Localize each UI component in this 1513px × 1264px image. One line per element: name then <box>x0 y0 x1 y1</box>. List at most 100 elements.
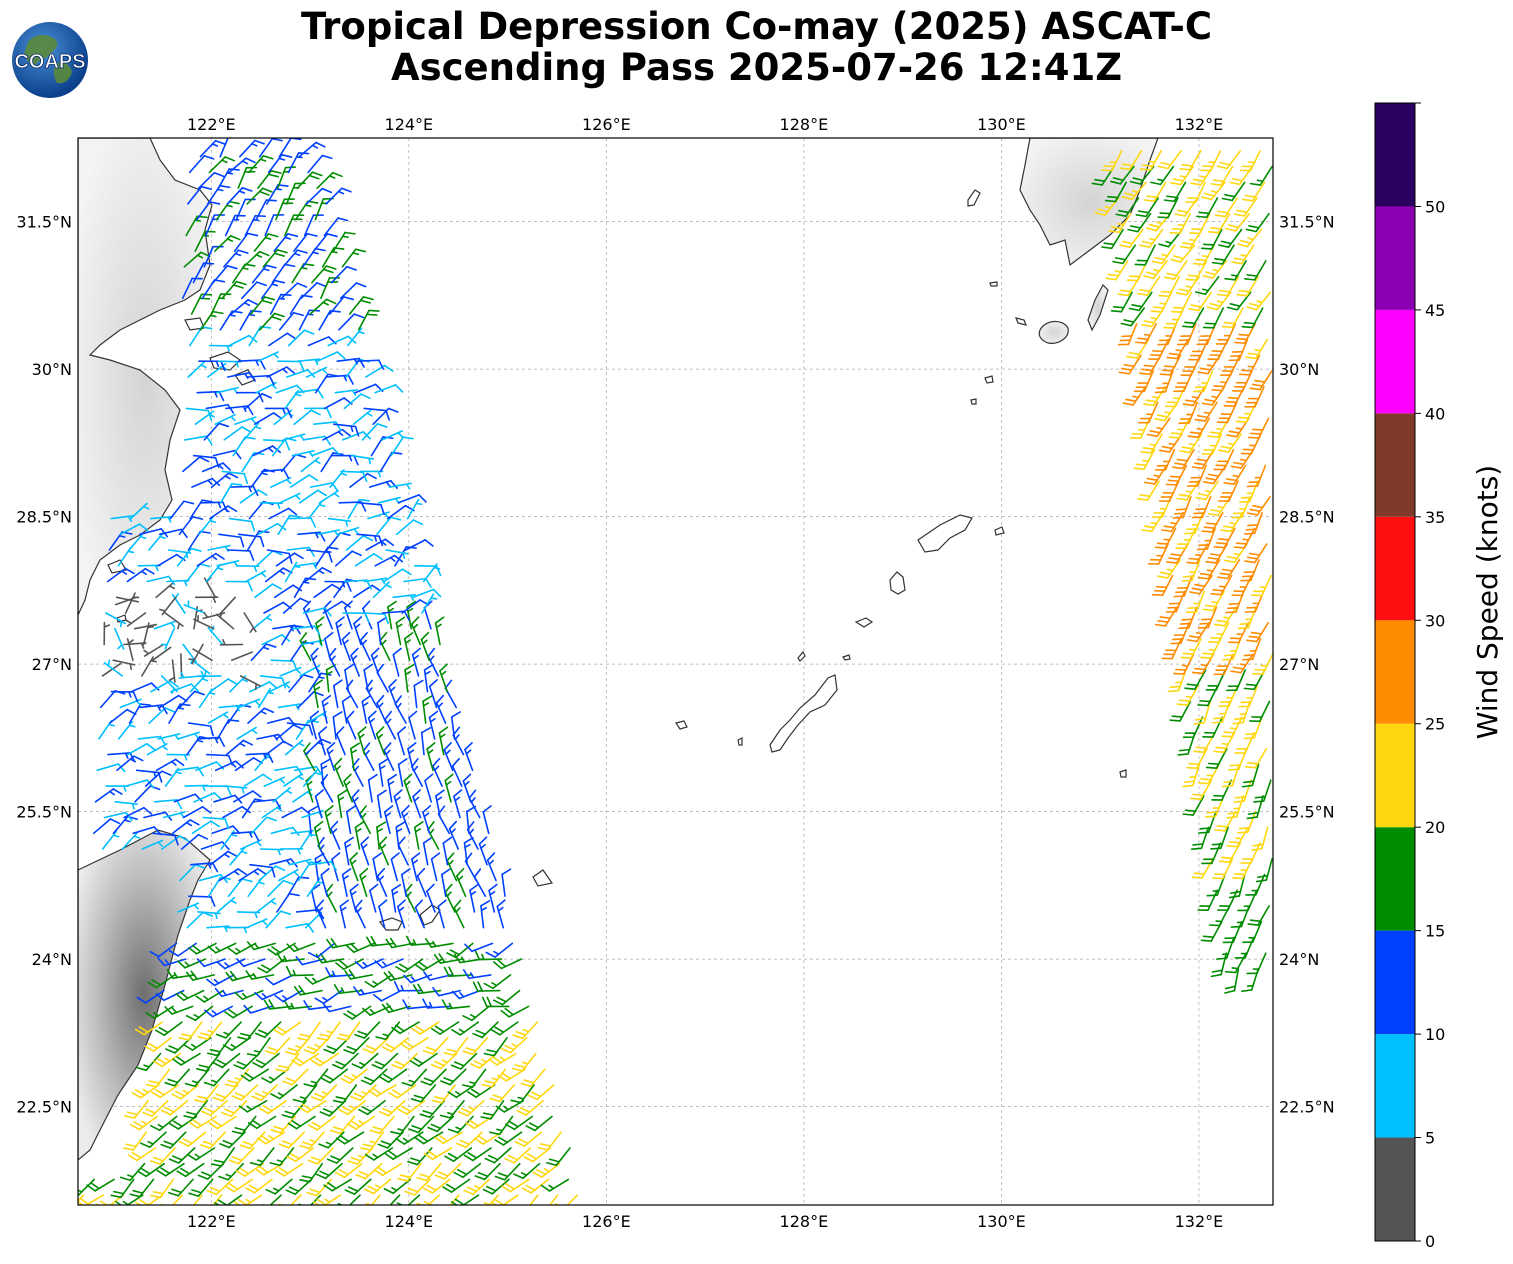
wind-barb <box>395 821 406 850</box>
wind-barb <box>203 1068 230 1087</box>
iriomote-island <box>379 917 403 931</box>
wind-barb <box>376 821 387 850</box>
wind-barb <box>456 1131 483 1149</box>
wind-barb <box>129 1115 158 1131</box>
wind-barb <box>368 1084 397 1097</box>
wind-barb <box>362 1037 390 1054</box>
colorbar-segment <box>1375 1137 1415 1241</box>
wind-barb <box>176 958 206 969</box>
wind-barb <box>86 1178 115 1192</box>
wind-barb <box>256 897 277 913</box>
wind-barb <box>227 942 257 955</box>
wind-barb <box>273 1021 302 1036</box>
wind-barb <box>156 1162 185 1177</box>
wind-barb <box>251 1084 279 1101</box>
wind-barb <box>178 1131 207 1147</box>
wind-barb <box>287 1115 316 1130</box>
wind-barb <box>426 883 436 913</box>
wind-barb <box>378 899 388 929</box>
wind-barb <box>482 805 492 835</box>
wind-barb <box>185 1005 214 1022</box>
wind-barb <box>237 1021 262 1041</box>
wind-barb <box>212 1052 241 1069</box>
wind-barb <box>221 1100 248 1117</box>
colorbar-segment <box>1375 413 1415 517</box>
wind-barb <box>258 1100 288 1115</box>
wind-barb <box>139 1131 167 1148</box>
wind-barb <box>354 820 365 850</box>
wind-barb <box>463 1178 491 1196</box>
wind-barb <box>462 1005 490 1022</box>
wind-barb <box>480 900 491 929</box>
wind-barb <box>482 1178 510 1195</box>
wind-barb <box>171 819 200 835</box>
wind-barb <box>152 1052 181 1068</box>
wind-barb <box>122 1131 147 1151</box>
wind-barb <box>391 884 402 913</box>
wind-barb <box>330 820 341 850</box>
wind-barb <box>374 958 404 969</box>
wind-barb <box>306 1178 333 1197</box>
wind-barb <box>395 958 424 973</box>
wind-barb <box>397 1162 422 1182</box>
wind-barb <box>199 1131 226 1149</box>
wind-barb <box>527 1084 555 1101</box>
wind-barb <box>110 1178 135 1199</box>
wind-barb <box>437 899 447 929</box>
wind-barb <box>323 1178 352 1192</box>
taiwan-island <box>78 829 211 1161</box>
wind-barb <box>313 820 324 850</box>
wind-barb <box>335 1131 365 1145</box>
wind-barb <box>238 867 267 882</box>
wind-barb <box>341 868 352 898</box>
wind-barb <box>176 1162 205 1178</box>
plot-area <box>78 138 1273 1205</box>
wind-barb <box>447 1115 474 1134</box>
wind-barb <box>385 937 415 949</box>
wind-barb <box>189 862 219 873</box>
wind-barb <box>316 1021 341 1041</box>
wind-barb <box>206 1037 232 1057</box>
wind-barb <box>359 867 369 898</box>
wind-barb <box>229 847 248 866</box>
wind-barb <box>481 996 510 1008</box>
wind-barb <box>292 1084 318 1103</box>
wind-barb <box>416 1162 442 1182</box>
wind-barb <box>285 965 314 977</box>
wind-barb <box>397 1100 426 1115</box>
wind-barb <box>343 1037 370 1055</box>
wind-barb <box>427 1115 455 1133</box>
wind-barb <box>222 805 251 819</box>
wind-barb <box>372 989 402 1002</box>
wind-barb <box>362 1005 392 1016</box>
wind-barb <box>409 1052 438 1067</box>
colorbar-tick-label: 0 <box>1425 1232 1435 1251</box>
wind-barb <box>375 1021 401 1041</box>
wind-barb <box>154 1021 183 1036</box>
wind-barb <box>149 1147 176 1165</box>
wind-barb <box>430 852 441 882</box>
wind-barb <box>401 804 411 835</box>
wind-barb <box>457 1100 485 1117</box>
wind-barb <box>474 949 503 961</box>
okinoerabu-island <box>854 617 874 628</box>
wind-barb <box>543 1194 559 1205</box>
wind-barb <box>425 938 454 948</box>
wind-barb <box>119 1162 146 1182</box>
wind-barb <box>354 1021 381 1039</box>
wind-barb <box>286 942 316 953</box>
wind-barb <box>149 942 178 958</box>
wind-barb <box>521 1178 550 1194</box>
wind-barb <box>411 1021 440 1035</box>
wind-barb <box>496 899 506 929</box>
wind-barb <box>469 883 479 913</box>
wind-barb <box>245 918 268 929</box>
tokara-island-4 <box>970 398 977 405</box>
wind-barb <box>145 1068 171 1088</box>
wind-barb <box>141 1100 169 1117</box>
wind-barb <box>523 1194 539 1205</box>
wind-barb <box>472 1021 499 1039</box>
wind-barb <box>335 958 365 970</box>
wind-barb <box>182 806 212 819</box>
wind-barb <box>240 839 262 850</box>
